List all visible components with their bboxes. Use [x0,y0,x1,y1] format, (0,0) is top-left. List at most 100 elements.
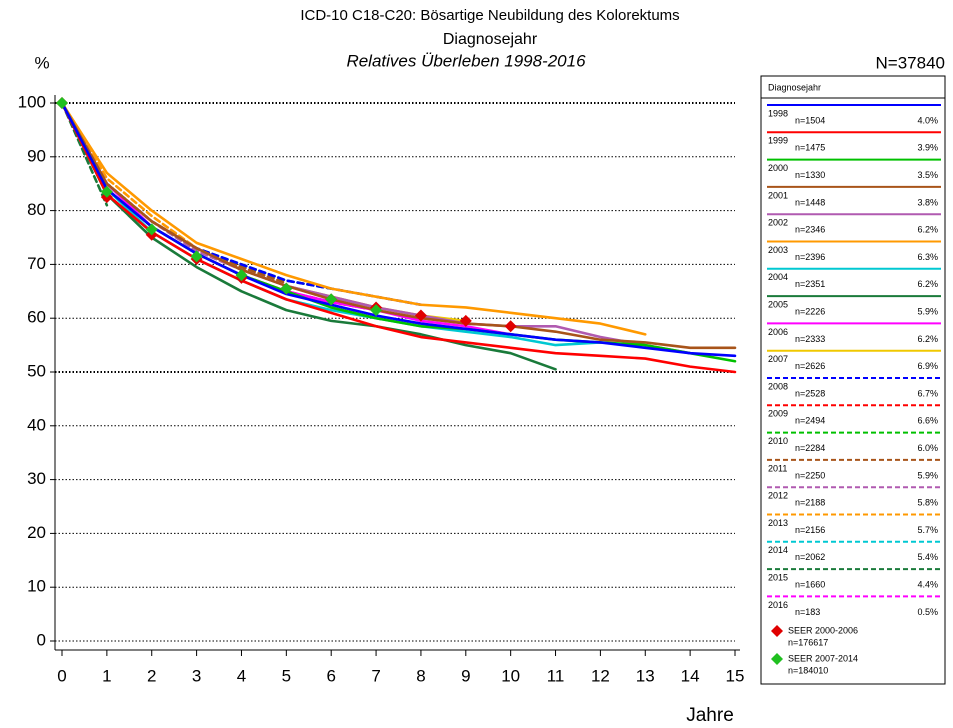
y-tick-label: 90 [27,146,46,165]
series-line [60,101,109,207]
legend-n: n=1448 [795,197,825,207]
legend-box [760,75,946,685]
legend-share: 6.0% [917,443,938,453]
series-line [60,101,737,374]
series-line [60,101,737,358]
legend-share: 5.8% [917,498,938,508]
legend-share: 0.5% [917,607,938,617]
legend-n: n=2333 [795,334,825,344]
legend-name: SEER 2007-2014 [788,653,858,663]
legend-n: n=2346 [795,225,825,235]
legend-name: 2006 [768,327,788,337]
x-tick-label: 9 [461,666,470,685]
chart-subtitle: Diagnosejahr [443,31,538,48]
series-line [60,101,468,323]
legend-share: 5.7% [917,525,938,535]
series-line [60,101,288,285]
series-line [60,101,557,371]
legend-name: 2002 [768,218,788,228]
marker [370,304,383,317]
legend-n: n=2250 [795,470,825,480]
y-tick-label: 30 [27,469,46,488]
marker [414,309,427,322]
legend-share: 3.8% [917,197,938,207]
series-line [60,101,737,350]
legend-name: 2007 [768,354,788,364]
legend-name: 2015 [768,572,788,582]
legend-n: n=1330 [795,170,825,180]
x-tick-label: 11 [547,666,565,685]
legend-n: n=2396 [795,252,825,262]
y-tick-label: 0 [37,630,46,649]
total-count: N=37840 [876,53,945,72]
legend-n: n=184010 [788,665,828,675]
legend-name: 2001 [768,190,788,200]
legend-name: 1998 [768,108,788,118]
legend-name: 2004 [768,272,788,282]
legend-n: n=1475 [795,143,825,153]
y-tick-label: 80 [27,200,46,219]
legend-share: 4.4% [917,579,938,589]
legend-title: Diagnosejahr [768,82,821,92]
x-tick-label: 5 [282,666,291,685]
marker [56,97,68,109]
y-tick-label: 10 [27,577,46,596]
legend-share: 6.2% [917,334,938,344]
y-tick-label: 70 [27,254,46,273]
legend-n: n=2188 [795,498,825,508]
legend-share: 6.2% [917,279,938,289]
legend-name: 2000 [768,163,788,173]
legend-name: 2008 [768,381,788,391]
legend-n: n=2062 [795,552,825,562]
legend-name: 2016 [768,600,788,610]
legend-share: 6.7% [917,388,938,398]
legend-n: n=2494 [795,416,825,426]
legend-share: 5.9% [917,306,938,316]
legend-share: 6.2% [917,225,938,235]
legend-share: 3.9% [917,143,938,153]
legend-share: 5.4% [917,552,938,562]
marker [235,269,248,282]
legend-name: 2005 [768,299,788,309]
legend-n: n=183 [795,607,820,617]
legend-n: n=176617 [788,637,828,647]
legend-share: 6.9% [917,361,938,371]
x-axis-label: Jahre [686,705,734,726]
series-line [60,101,243,272]
y-tick-label: 20 [27,523,46,542]
series-line [60,101,198,250]
legend-share: 5.9% [917,470,938,480]
x-tick-label: 0 [57,666,66,685]
marker [100,185,113,198]
legend-name: 2011 [768,463,787,473]
x-tick-label: 3 [192,666,201,685]
legend-share: 6.3% [917,252,938,262]
legend-n: n=2351 [795,279,825,289]
marker [280,282,293,295]
y-tick-label: 60 [27,308,46,327]
legend-n: n=1660 [795,579,825,589]
x-tick-label: 14 [681,666,700,685]
y-axis-label: % [34,53,49,72]
marker [504,320,517,333]
marker [325,293,338,306]
legend-share: 6.6% [917,416,938,426]
x-tick-label: 15 [726,666,745,685]
legend-n: n=1504 [795,115,825,125]
legend-share: 3.5% [917,170,938,180]
legend-marker [771,653,783,665]
marker [190,250,203,263]
x-tick-label: 2 [147,666,156,685]
legend-n: n=2226 [795,306,825,316]
legend-name: 2009 [768,409,788,419]
x-tick-label: 4 [237,666,246,685]
legend-n: n=2528 [795,388,825,398]
marker [459,314,472,327]
legend-n: n=2156 [795,525,825,535]
legend-name: 2010 [768,436,788,446]
legend-name: SEER 2000-2006 [788,625,858,635]
marker [145,223,158,236]
legend-share: 4.0% [917,115,938,125]
x-tick-label: 13 [636,666,655,685]
